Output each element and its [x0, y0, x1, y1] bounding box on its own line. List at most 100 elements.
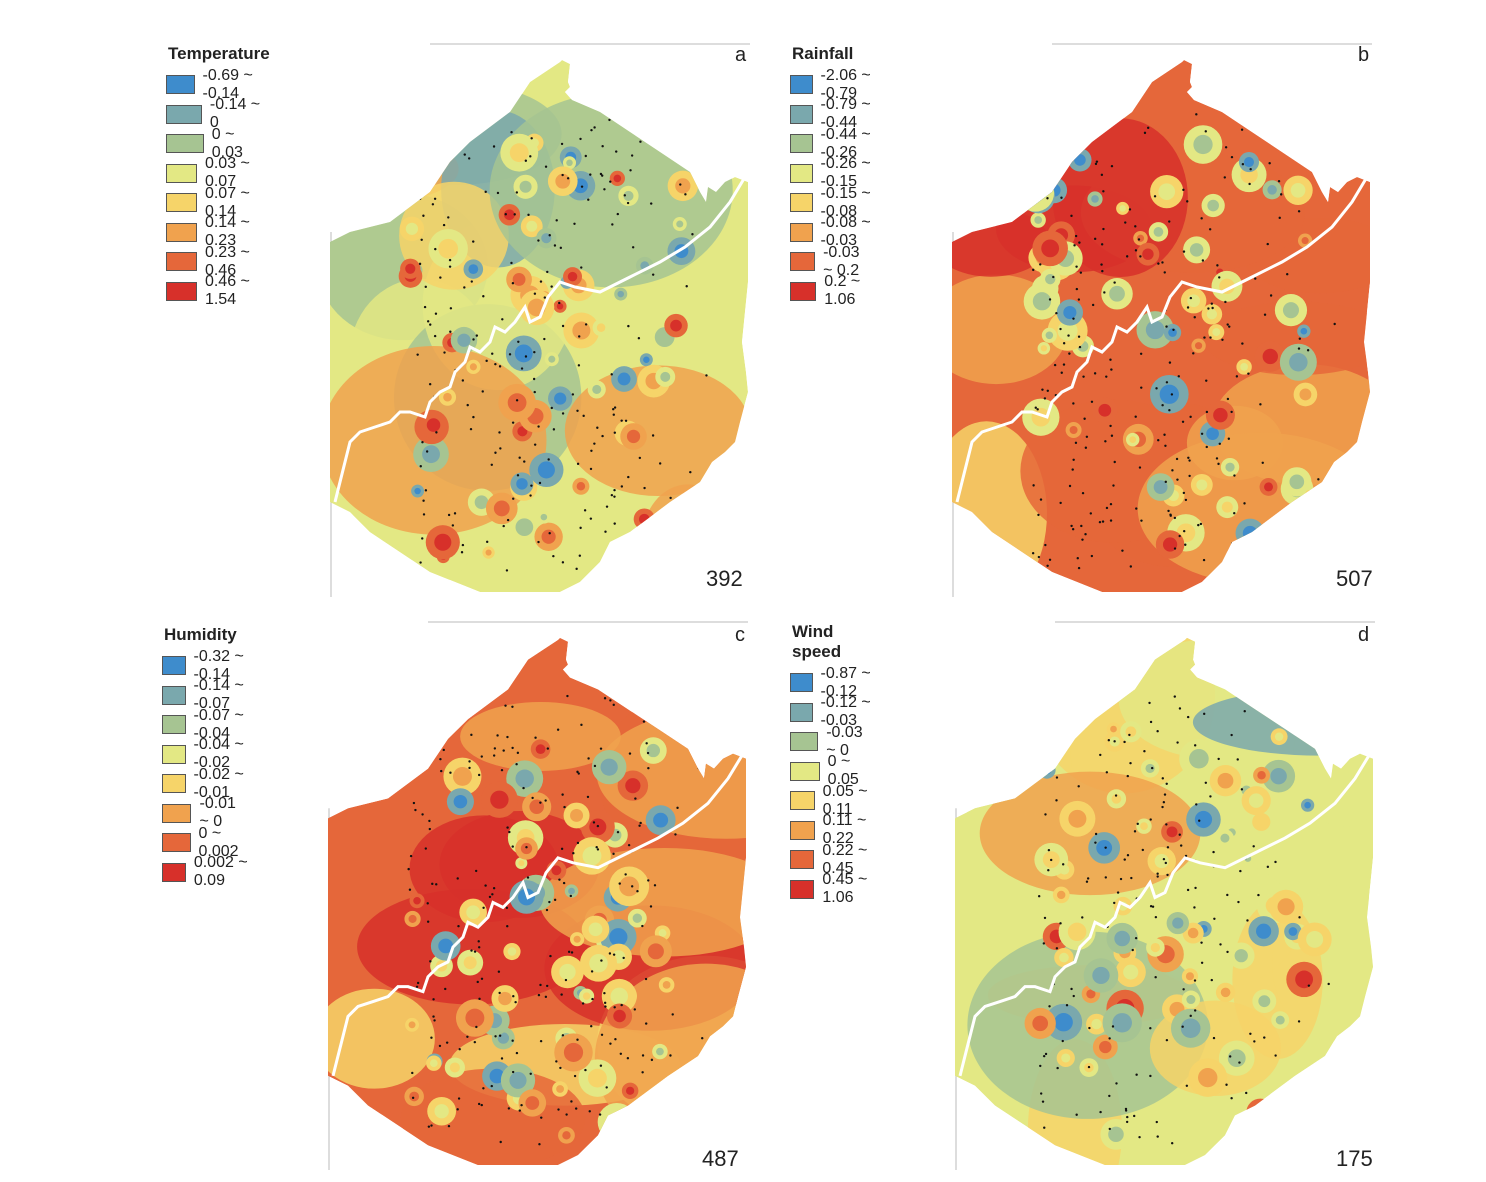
station-point	[613, 114, 617, 117]
station-point	[1109, 358, 1112, 361]
station-point	[622, 956, 625, 960]
station-point	[610, 493, 614, 497]
legend-entry: 0.14 ~ 0.23	[166, 214, 270, 249]
station-point	[457, 924, 460, 928]
legend-label: -0.03 ~ 0.2	[823, 243, 860, 279]
hotspot-core	[493, 500, 510, 517]
hotspot-core	[1154, 854, 1169, 869]
station-point	[553, 898, 557, 902]
hotspot-core	[516, 478, 528, 490]
station-point	[511, 1070, 515, 1074]
station-point	[650, 202, 653, 205]
station-point	[508, 353, 512, 356]
station-point	[1087, 1065, 1091, 1069]
legend-label: -0.12 ~ -0.03	[820, 694, 871, 730]
station-point	[610, 373, 613, 376]
hotspot-core	[1221, 501, 1233, 513]
station-point	[526, 876, 530, 879]
hotspot-core	[1032, 1015, 1049, 1032]
station-point	[1113, 901, 1116, 905]
station-point	[1149, 720, 1153, 724]
hotspot-core	[1290, 182, 1306, 198]
station-point	[1167, 509, 1170, 513]
station-point	[654, 1111, 658, 1114]
legend-label: 0 ~ 0.002	[198, 824, 239, 860]
station-point	[467, 157, 471, 160]
hotspot-core	[1187, 294, 1200, 308]
legend-label: 0.14 ~ 0.23	[204, 214, 250, 250]
station-point	[1230, 155, 1234, 159]
station-point	[1193, 316, 1196, 319]
station-point	[515, 1051, 519, 1055]
station-point	[1210, 302, 1213, 305]
station-point	[641, 924, 644, 928]
station-point	[1149, 818, 1152, 821]
legend-entry: 0 ~ 0.05	[790, 753, 872, 788]
legend-entry: -0.07 ~ -0.04	[162, 707, 248, 742]
legend-swatch	[162, 774, 186, 794]
station-point	[472, 338, 475, 341]
station-point	[1274, 1054, 1277, 1057]
legend-label: 0.03 ~ 0.07	[204, 155, 250, 191]
station-point	[544, 995, 548, 999]
station-point	[1165, 381, 1169, 384]
station-point	[506, 826, 509, 829]
station-point	[1100, 263, 1103, 266]
legend-label: -0.15 ~ -0.08	[820, 184, 871, 220]
legend-swatch	[790, 252, 816, 272]
station-point	[1068, 484, 1072, 488]
hotspot-core	[1295, 970, 1314, 989]
station-point	[616, 212, 619, 216]
station-point	[1124, 221, 1127, 224]
station-point	[1102, 227, 1105, 231]
station-point	[596, 848, 600, 851]
station-point	[1100, 243, 1104, 246]
station-point	[1226, 397, 1230, 401]
station-point	[477, 946, 481, 949]
station-point	[613, 495, 616, 498]
legend-label: -0.79 ~ -0.44	[820, 96, 871, 132]
station-point	[472, 240, 475, 243]
station-point	[468, 760, 471, 763]
station-point	[613, 488, 616, 492]
station-point	[1327, 982, 1330, 986]
station-point	[1056, 1066, 1059, 1070]
station-point	[580, 266, 583, 269]
station-point	[1108, 1094, 1111, 1098]
station-point	[1151, 905, 1155, 908]
station-point	[1226, 950, 1229, 954]
station-point	[1052, 275, 1055, 279]
station-point	[448, 156, 452, 159]
station-point	[430, 718, 433, 722]
station-point	[1173, 516, 1177, 520]
hotspot	[636, 1119, 654, 1136]
station-point	[1274, 860, 1277, 864]
station-point	[548, 234, 551, 237]
station-point	[718, 751, 722, 754]
hotspot-core	[1207, 199, 1219, 212]
station-point	[499, 1140, 502, 1144]
station-point	[422, 513, 426, 516]
map-surface	[330, 60, 748, 592]
hotspot-core	[660, 371, 671, 382]
hotspot-core	[555, 173, 571, 189]
legend-entry: 0.05 ~ 0.11	[790, 783, 872, 818]
station-point	[590, 970, 594, 973]
hotspot-core	[1096, 840, 1113, 856]
station-point	[1050, 701, 1053, 704]
station-point	[630, 885, 634, 888]
station-point	[458, 1048, 461, 1051]
station-point	[1189, 296, 1193, 300]
station-point	[570, 951, 574, 954]
station-point	[669, 1054, 672, 1057]
legend-label: 0.2 ~ 1.06	[824, 273, 861, 309]
legend-label: -0.14 ~ -0.07	[193, 677, 244, 713]
hotspot-core	[1112, 1013, 1132, 1033]
station-point	[1099, 1110, 1102, 1114]
station-point	[1128, 208, 1132, 211]
station-point	[1165, 325, 1168, 328]
station-point	[1084, 533, 1087, 536]
legend-label: -0.32 ~ -0.14	[193, 647, 244, 683]
station-point	[425, 450, 429, 453]
hotspot-core	[1026, 183, 1045, 203]
